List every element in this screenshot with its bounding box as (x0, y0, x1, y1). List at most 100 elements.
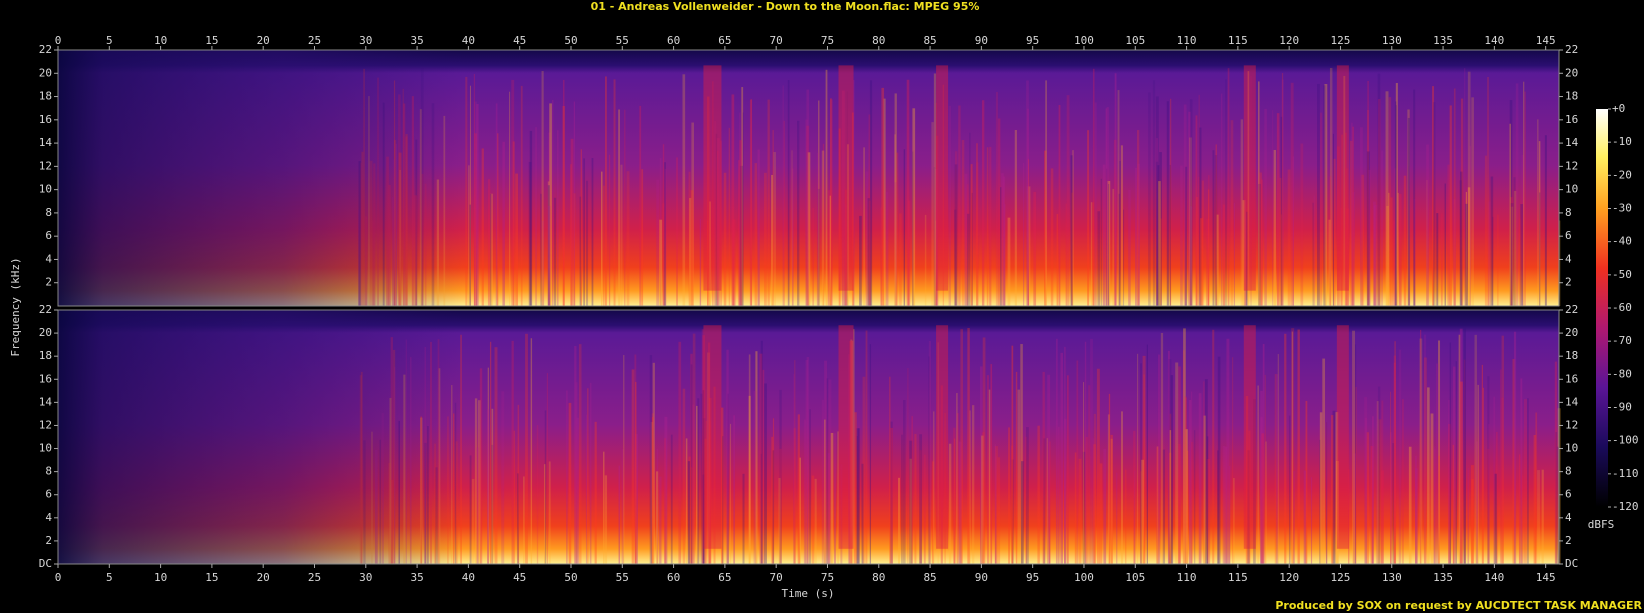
x-tick-label: 5 (106, 34, 113, 47)
x-tick-label: 45 (513, 34, 526, 47)
y-tick-label: 6 (1565, 488, 1572, 501)
y-tick-label: 22 (1565, 303, 1578, 316)
x-tick-label: 115 (1228, 571, 1248, 584)
x-tick-label: 105 (1125, 571, 1145, 584)
spectrogram-shade (58, 310, 1559, 564)
x-tick-label: 85 (923, 571, 936, 584)
x-tick-label: 60 (667, 571, 680, 584)
y-tick-label: 12 (1565, 418, 1578, 431)
y-tick-label: 4 (1565, 511, 1572, 524)
y-tick-label: DC (39, 557, 52, 570)
y-tick-label: 20 (1565, 326, 1578, 339)
x-tick-label: 95 (1026, 571, 1039, 584)
x-tick-label: 80 (872, 571, 885, 584)
colorbar-tick-label: +0 (1612, 102, 1625, 115)
x-tick-label: 0 (55, 34, 62, 47)
y-tick-label: 16 (1565, 113, 1578, 126)
x-tick-label: 15 (205, 571, 218, 584)
y-tick-label: 16 (39, 113, 52, 126)
x-tick-label: 15 (205, 34, 218, 47)
y-tick-label: 18 (1565, 349, 1578, 362)
colorbar-tick-label: -30 (1612, 202, 1632, 215)
y-tick-label: 2 (45, 534, 52, 547)
x-tick-label: 20 (257, 571, 270, 584)
x-tick-label: 135 (1433, 571, 1453, 584)
x-tick-label: 35 (410, 571, 423, 584)
x-tick-label: 65 (718, 34, 731, 47)
y-tick-label: 22 (39, 303, 52, 316)
y-tick-label: 16 (39, 372, 52, 385)
x-tick-label: 50 (564, 571, 577, 584)
y-tick-label: 8 (1565, 465, 1572, 478)
colorbar-tick-label: -100 (1612, 434, 1639, 447)
x-tick-label: 85 (923, 34, 936, 47)
y-tick-label: 12 (1565, 159, 1578, 172)
x-tick-label: 25 (308, 571, 321, 584)
y-tick-label: 4 (45, 252, 52, 265)
x-tick-label: 125 (1331, 571, 1351, 584)
y-tick-label: 4 (1565, 252, 1572, 265)
x-tick-label: 120 (1279, 34, 1299, 47)
x-tick-label: 60 (667, 34, 680, 47)
x-tick-label: 110 (1177, 571, 1197, 584)
y-tick-label: 10 (39, 442, 52, 455)
y-tick-label: 4 (45, 511, 52, 524)
chart-title: 01 - Andreas Vollenweider - Down to the … (591, 0, 980, 13)
x-tick-label: 120 (1279, 571, 1299, 584)
x-tick-label: 145 (1536, 34, 1556, 47)
x-tick-label: 0 (55, 571, 62, 584)
x-tick-label: 5 (106, 571, 113, 584)
x-tick-label: 50 (564, 34, 577, 47)
x-tick-label: 65 (718, 571, 731, 584)
spectrogram-texture (1558, 220, 1561, 306)
x-tick-label: 130 (1382, 34, 1402, 47)
x-tick-label: 75 (821, 34, 834, 47)
colorbar-tick-label: -20 (1612, 168, 1632, 181)
x-tick-label: 110 (1177, 34, 1197, 47)
y-tick-label: 8 (45, 206, 52, 219)
x-tick-label: 45 (513, 571, 526, 584)
x-tick-label: 20 (257, 34, 270, 47)
y-tick-label: 2 (1565, 276, 1572, 289)
y-tick-label: 16 (1565, 372, 1578, 385)
x-tick-label: 70 (770, 571, 783, 584)
x-tick-label: 90 (975, 571, 988, 584)
y-tick-label: 18 (39, 349, 52, 362)
x-tick-label: 140 (1484, 571, 1504, 584)
colorbar-tick-label: -90 (1612, 401, 1632, 414)
y-tick-label: 20 (39, 326, 52, 339)
x-tick-label: 115 (1228, 34, 1248, 47)
x-tick-label: 80 (872, 34, 885, 47)
x-tick-label: 10 (154, 34, 167, 47)
x-tick-label: 125 (1331, 34, 1351, 47)
y-tick-label: 2 (45, 276, 52, 289)
y-tick-label: 22 (1565, 43, 1578, 56)
y-tick-label: 6 (45, 488, 52, 501)
y-tick-label: 14 (39, 136, 53, 149)
y-tick-label: 10 (39, 183, 52, 196)
colorbar-tick-label: -10 (1612, 135, 1632, 148)
x-tick-label: 105 (1125, 34, 1145, 47)
y-axis-label: Frequency (kHz) (9, 257, 22, 356)
x-tick-label: 90 (975, 34, 988, 47)
y-tick-label: DC (1565, 557, 1578, 570)
y-tick-label: 10 (1565, 442, 1578, 455)
x-tick-label: 140 (1484, 34, 1504, 47)
x-tick-label: 145 (1536, 571, 1556, 584)
x-tick-label: 100 (1074, 571, 1094, 584)
footer: Produced by SOX on request by AUCDTECT T… (1275, 599, 1642, 612)
y-tick-label: 14 (1565, 136, 1579, 149)
y-tick-label: 18 (39, 90, 52, 103)
x-tick-label: 95 (1026, 34, 1039, 47)
frame (57, 49, 1560, 307)
x-tick-label: 135 (1433, 34, 1453, 47)
x-tick-label: 70 (770, 34, 783, 47)
x-tick-label: 40 (462, 571, 475, 584)
y-tick-label: 6 (45, 229, 52, 242)
y-tick-label: 22 (39, 43, 52, 56)
colorbar-tick-label: -80 (1612, 367, 1632, 380)
x-tick-label: 75 (821, 571, 834, 584)
colorbar-tick-label: -40 (1612, 235, 1632, 248)
x-tick-label: 30 (359, 571, 372, 584)
